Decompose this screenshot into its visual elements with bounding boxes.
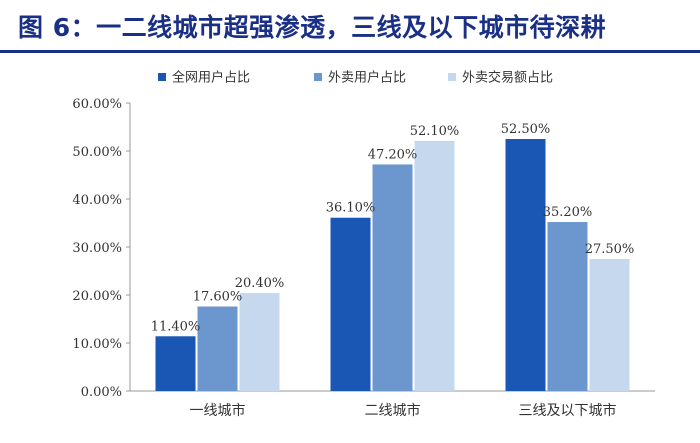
title-underline [0, 50, 700, 53]
data-label: 36.10% [326, 201, 376, 216]
bar [330, 217, 371, 391]
x-category-label: 二线城市 [365, 402, 421, 419]
y-tick-label: 0.00% [81, 385, 122, 400]
bar [197, 306, 238, 391]
data-label: 52.10% [410, 124, 460, 139]
data-label: 27.50% [585, 242, 635, 257]
chart-title: 图 6：一二线城市超强渗透，三线及以下城市待深耕 [18, 13, 607, 42]
legend-label: 外卖交易额占比 [462, 70, 553, 86]
y-tick-label: 40.00% [72, 193, 122, 208]
bar-chart: 全网用户占比 外卖用户占比 外卖交易额占比 0.00% 10.00% 20.00% 30.… [72, 70, 655, 419]
data-label: 17.60% [193, 290, 243, 305]
legend-label: 外卖用户占比 [328, 70, 406, 86]
bar [372, 164, 413, 391]
x-category-label: 一线城市 [190, 402, 246, 419]
bar [505, 139, 546, 391]
legend: 全网用户占比 外卖用户占比 外卖交易额占比 [158, 70, 553, 86]
data-label: 11.40% [151, 319, 201, 334]
data-labels: 11.40% 17.60%20.40% 36.10% 47.20% 52.10% 52.5… [151, 122, 635, 334]
bar [547, 222, 588, 391]
x-category-label: 三线及以下城市 [519, 402, 617, 419]
y-tick-label: 30.00% [72, 241, 122, 256]
legend-swatch [314, 73, 322, 81]
y-tick-label: 20.00% [72, 289, 122, 304]
y-tick-label: 60.00% [72, 97, 122, 112]
legend-swatch [158, 73, 166, 81]
bar [155, 336, 196, 391]
legend-label: 全网用户占比 [172, 70, 250, 86]
bar [589, 259, 630, 391]
bar [414, 140, 455, 391]
y-tick-label: 10.00% [72, 337, 122, 352]
y-tick-label: 50.00% [72, 145, 122, 160]
data-label: 47.20% [368, 147, 418, 162]
data-label: 52.50% [501, 122, 551, 137]
data-label: 35.20% [543, 205, 593, 220]
axes: 0.00% 10.00% 20.00% 30.00% 40.00% 50.00% 60.00… [72, 97, 655, 419]
bars [155, 139, 630, 391]
data-label: 20.40% [235, 276, 285, 291]
legend-swatch [448, 73, 456, 81]
bar [239, 293, 280, 391]
